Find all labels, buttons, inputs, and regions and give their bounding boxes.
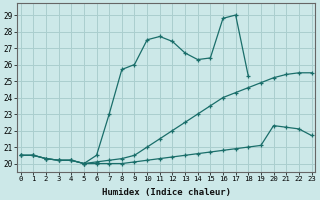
X-axis label: Humidex (Indice chaleur): Humidex (Indice chaleur) (101, 188, 231, 197)
